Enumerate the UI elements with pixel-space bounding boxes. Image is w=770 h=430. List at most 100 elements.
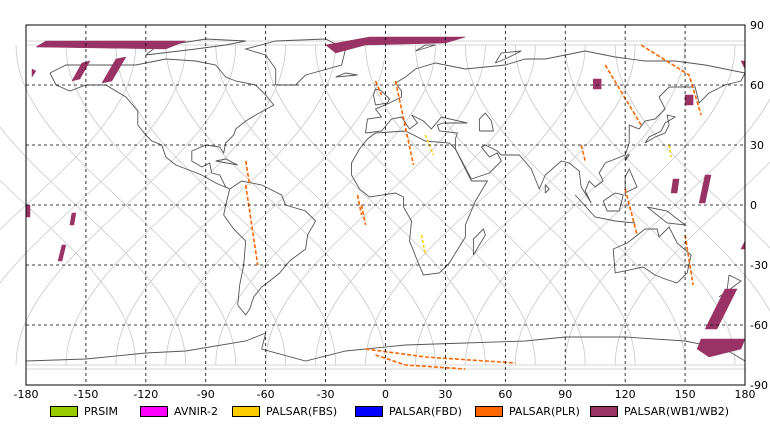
coastline <box>624 154 631 162</box>
legend-item: PRSIM <box>50 403 118 419</box>
lon-tick-label: 150 <box>675 388 696 400</box>
legend-item: PALSAR(WB1/WB2) <box>590 403 729 419</box>
legend-swatch <box>475 405 503 417</box>
coverage-swaths <box>25 36 746 370</box>
wb-swath <box>704 288 738 330</box>
plr-swath <box>375 354 466 370</box>
legend-swatch <box>590 405 618 417</box>
legend-item: PALSAR(PLR) <box>475 403 580 419</box>
legend: PRSIM AVNIR-2 PALSAR(FBS) PALSAR(FBD) PALSAR… <box>0 400 770 422</box>
legend-item: PALSAR(FBD) <box>355 403 462 419</box>
lon-tick-label: 0 <box>382 388 389 400</box>
coastline <box>544 183 550 194</box>
lat-tick-label: 60 <box>750 79 764 92</box>
axis-labels: -180 -150 -120 -90 -60 -30 0 30 60 90 120 150 180 90 6… <box>14 19 768 401</box>
legend-swatch <box>355 405 383 417</box>
lon-tick-label: 30 <box>438 388 452 400</box>
lon-tick-label: 180 <box>735 388 756 400</box>
legend-label: PALSAR(WB1/WB2) <box>624 404 730 418</box>
lat-tick-label: 30 <box>750 139 764 152</box>
coastline <box>574 194 636 224</box>
plr-swath <box>394 80 415 166</box>
orbit-track <box>365 44 586 366</box>
orbit-track <box>65 44 286 366</box>
wb-swath <box>71 60 91 82</box>
wb-swath <box>684 94 694 106</box>
coastline <box>602 192 624 212</box>
coastline <box>223 180 317 316</box>
plr-swath <box>624 188 638 236</box>
orbit-track <box>0 44 137 230</box>
coastline <box>49 58 275 190</box>
legend-swatch <box>50 405 78 417</box>
wb-swath <box>31 68 37 78</box>
wb-swath <box>25 204 31 218</box>
coastline <box>351 130 489 276</box>
plr-swath <box>580 144 586 162</box>
plr-swath <box>684 234 694 286</box>
lon-tick-label: -150 <box>73 388 98 400</box>
lon-tick-label: -180 <box>14 388 39 400</box>
wb-swath <box>670 178 680 194</box>
lon-tick-label: 90 <box>558 388 572 400</box>
wb-swath <box>740 240 746 250</box>
wb-swath <box>35 40 186 50</box>
orbit-track <box>315 44 536 366</box>
lon-tick-label: 120 <box>615 388 636 400</box>
lon-tick-label: -30 <box>317 388 335 400</box>
coastline <box>624 167 638 194</box>
coastline <box>494 50 522 64</box>
lat-tick-label: -90 <box>750 379 768 392</box>
wb-swath <box>101 56 127 84</box>
legend-swatch <box>232 405 260 417</box>
lon-tick-label: -60 <box>257 388 275 400</box>
legend-label: PRSIM <box>84 404 118 418</box>
lon-tick-label: -120 <box>133 388 158 400</box>
orbit-track <box>465 44 686 366</box>
legend-label: PALSAR(FBS) <box>266 404 338 418</box>
plr-swath <box>365 348 516 364</box>
lat-tick-label: -30 <box>750 259 768 272</box>
map-svg: -180 -150 -120 -90 -60 -30 0 30 60 90 120 150 180 90 6… <box>0 19 770 401</box>
wb-swath <box>696 338 746 358</box>
legend-label: AVNIR-2 <box>174 404 218 418</box>
orbit-track <box>15 44 237 366</box>
coastline <box>644 114 677 144</box>
coastline <box>612 226 692 284</box>
legend-label: PALSAR(PLR) <box>509 404 580 418</box>
coastline <box>215 158 238 166</box>
lon-tick-label: -90 <box>197 388 215 400</box>
fbs-swath <box>420 234 427 256</box>
legend-item: AVNIR-2 <box>140 403 218 419</box>
plr-swath <box>244 160 251 186</box>
lat-tick-label: 90 <box>750 19 764 32</box>
wb-swath <box>698 174 712 204</box>
legend-swatch <box>140 405 168 417</box>
plr-swath <box>640 44 702 116</box>
wb-swath <box>57 244 67 262</box>
legend-item: PALSAR(FBS) <box>232 403 337 419</box>
orbit-track <box>0 180 137 366</box>
map-frame <box>25 24 746 386</box>
wb-swath <box>740 60 746 70</box>
coastline <box>478 112 494 132</box>
orbit-track <box>165 44 386 366</box>
graticule <box>26 25 745 385</box>
plr-swath <box>374 80 383 96</box>
plr-swath <box>604 64 642 126</box>
wb-swath <box>592 78 602 90</box>
lat-tick-label: -60 <box>750 319 768 332</box>
lon-tick-label: 60 <box>498 388 512 400</box>
coastline <box>646 206 687 226</box>
plr-swath <box>356 194 363 216</box>
plr-swath <box>244 184 259 266</box>
coastline <box>373 88 391 106</box>
lat-tick-label: 0 <box>750 199 757 212</box>
fbs-swath <box>668 144 672 158</box>
legend-label: PALSAR(FBD) <box>389 404 462 418</box>
orbit-tracks <box>0 40 770 370</box>
coastline <box>335 72 358 78</box>
wb-swath <box>69 212 77 226</box>
coastline <box>472 228 486 256</box>
